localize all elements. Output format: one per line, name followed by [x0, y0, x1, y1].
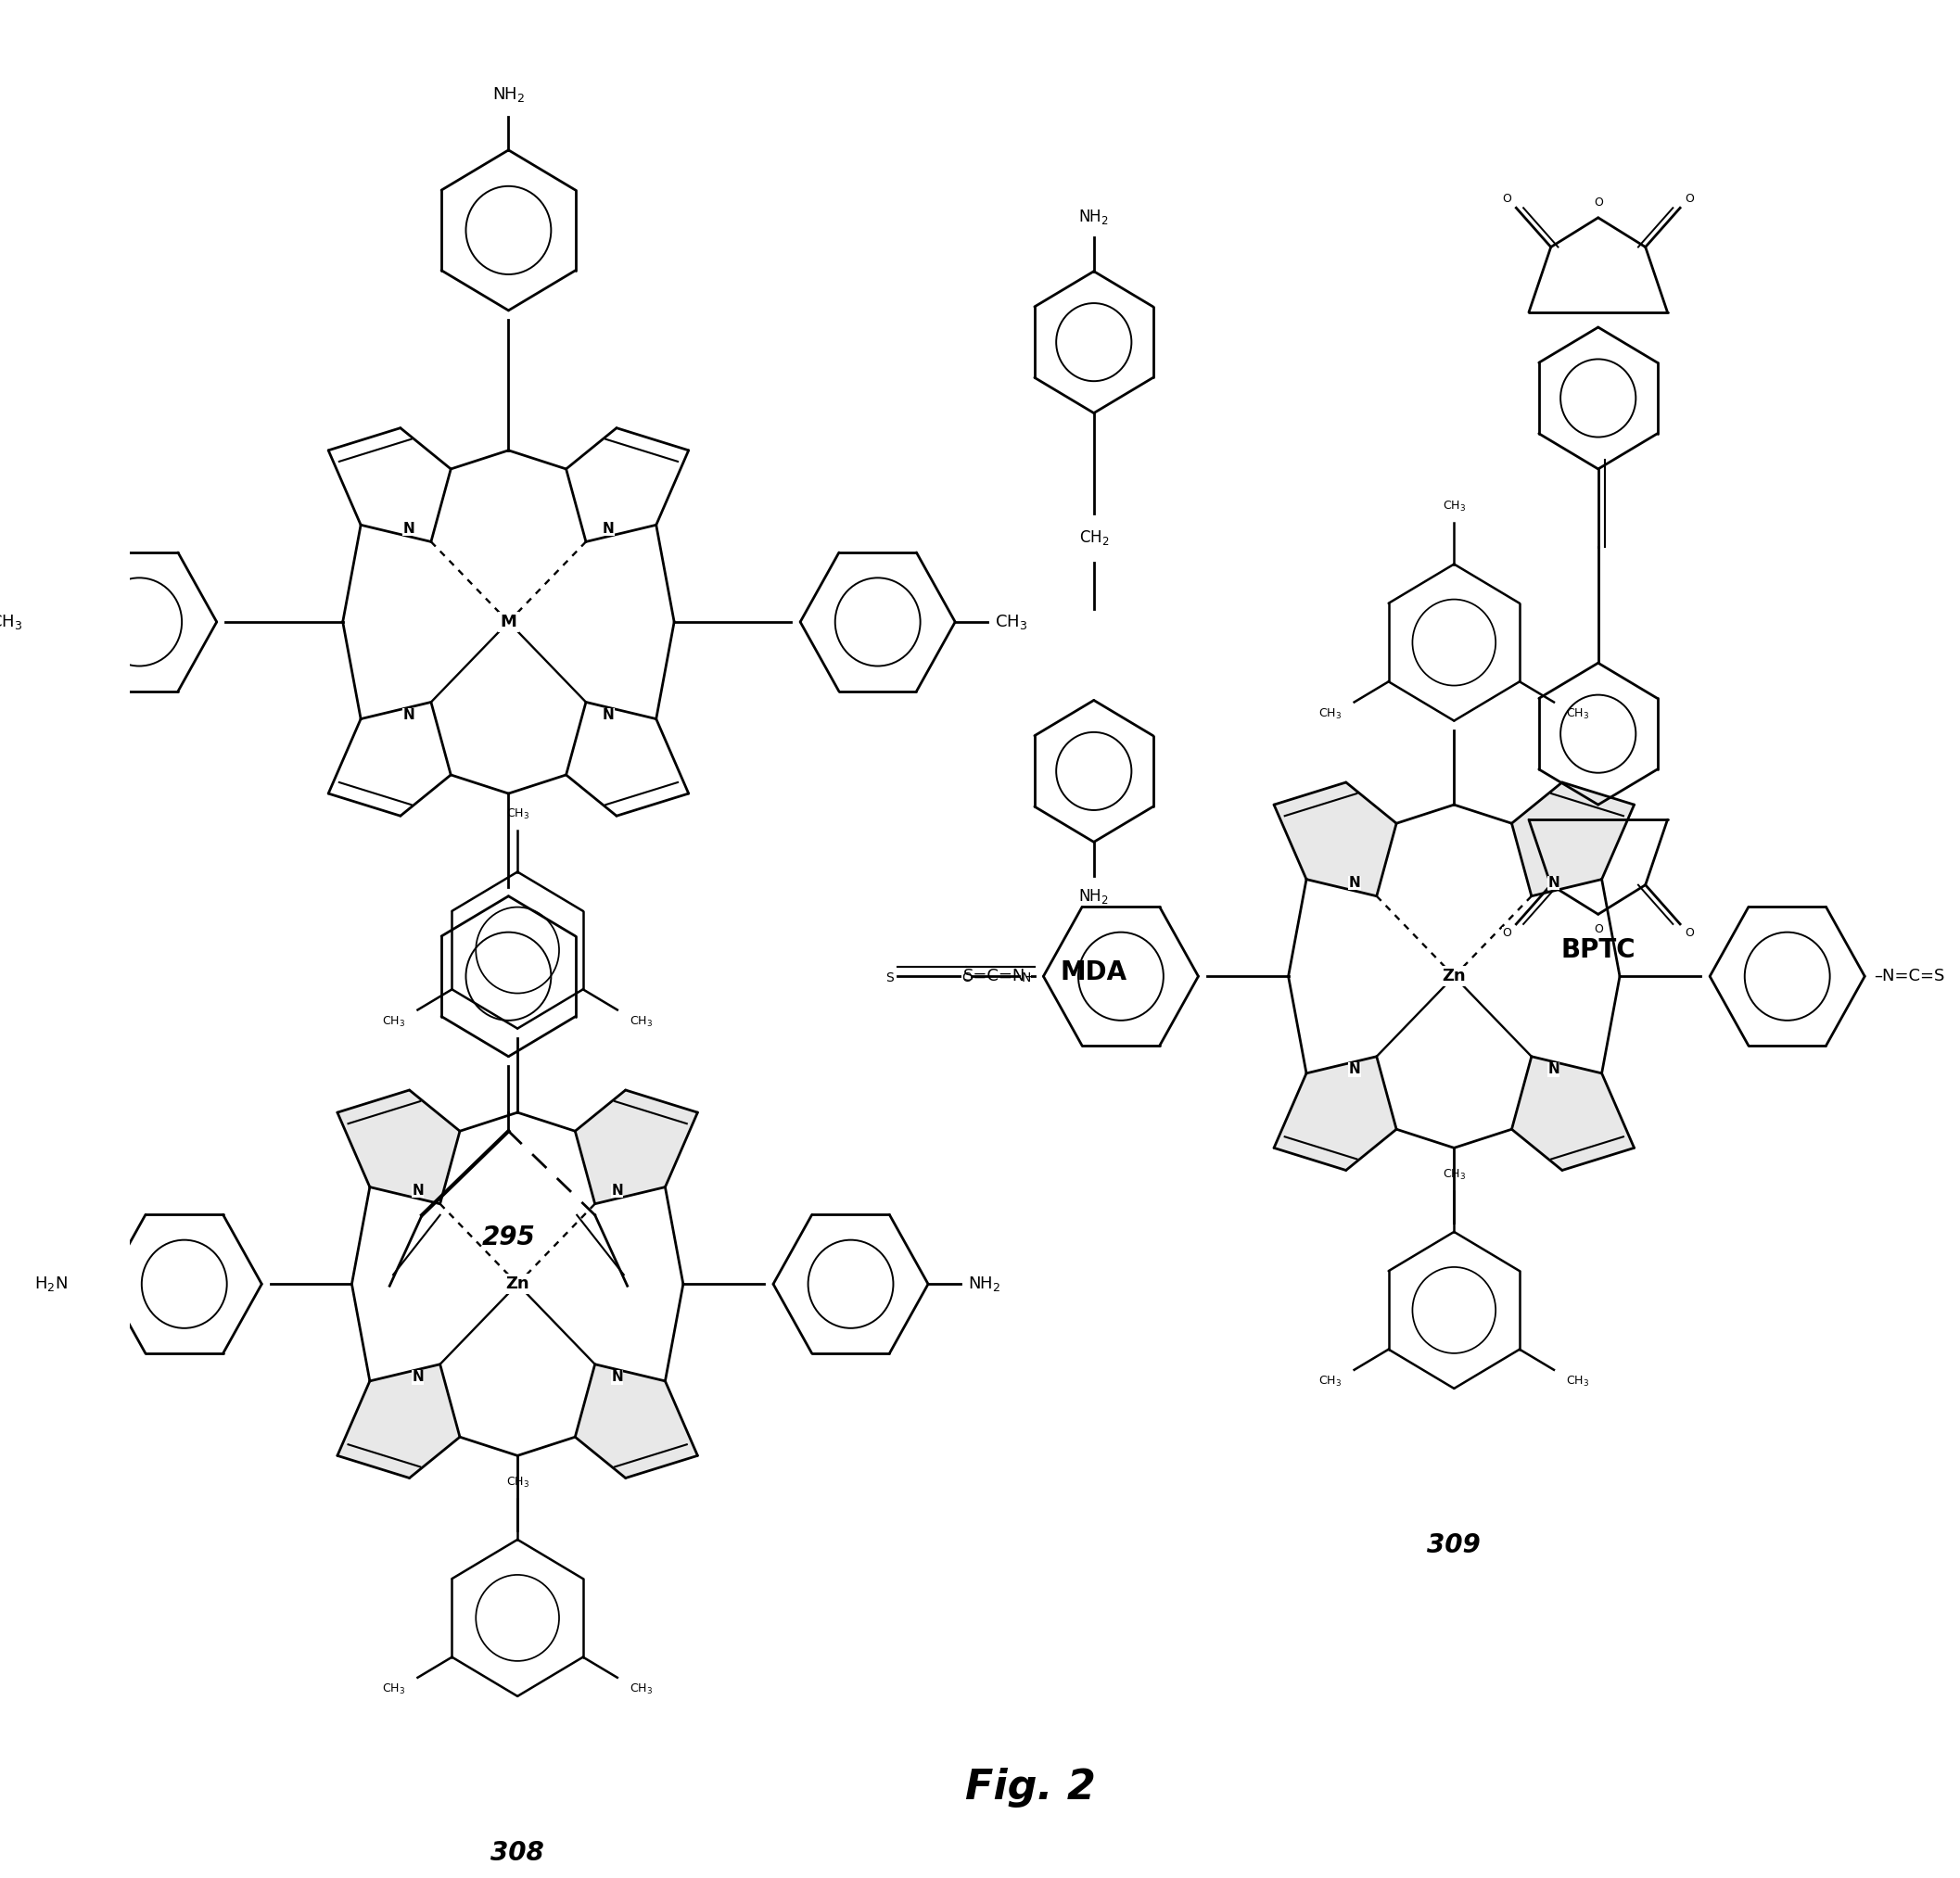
Text: Zn: Zn	[1443, 967, 1466, 984]
Text: N: N	[602, 522, 613, 535]
Text: CH$_3$: CH$_3$	[506, 1476, 529, 1489]
Text: CH$_3$: CH$_3$	[0, 612, 22, 631]
Text: N: N	[412, 1183, 423, 1198]
Text: O: O	[1503, 928, 1511, 939]
Text: NH$_2$: NH$_2$	[968, 1275, 1000, 1294]
Polygon shape	[1274, 783, 1396, 896]
Text: 309: 309	[1427, 1532, 1482, 1559]
Text: CH$_3$: CH$_3$	[1443, 500, 1466, 515]
Text: CH$_3$: CH$_3$	[382, 1683, 406, 1696]
Text: H$_2$N: H$_2$N	[33, 1275, 67, 1294]
Text: N: N	[1548, 1063, 1560, 1076]
Polygon shape	[574, 1089, 698, 1204]
Text: C: C	[962, 971, 970, 984]
Polygon shape	[337, 1089, 461, 1204]
Text: 295: 295	[482, 1224, 535, 1251]
Text: –N=C=S: –N=C=S	[1874, 967, 1944, 984]
Text: Zn: Zn	[506, 1275, 529, 1292]
Text: BPTC: BPTC	[1560, 937, 1635, 963]
Text: CH$_3$: CH$_3$	[629, 1683, 653, 1696]
Polygon shape	[1511, 783, 1635, 896]
Text: O: O	[1593, 197, 1603, 208]
Text: NH$_2$: NH$_2$	[1078, 208, 1109, 227]
Text: CH$_3$: CH$_3$	[1319, 1375, 1343, 1388]
Polygon shape	[1511, 1057, 1635, 1170]
Text: O: O	[1503, 193, 1511, 205]
Text: NH$_2$: NH$_2$	[1078, 886, 1109, 905]
Text: Fig. 2: Fig. 2	[966, 1767, 1096, 1807]
Text: MDA: MDA	[1060, 960, 1127, 986]
Polygon shape	[337, 1363, 461, 1478]
Text: CH$_3$: CH$_3$	[1566, 1375, 1590, 1388]
Text: O: O	[1593, 924, 1603, 935]
Text: 308: 308	[490, 1840, 545, 1867]
Text: N: N	[412, 1371, 423, 1384]
Polygon shape	[1274, 1057, 1396, 1170]
Text: N: N	[612, 1371, 623, 1384]
Text: N: N	[1348, 1063, 1360, 1076]
Text: O: O	[1684, 928, 1693, 939]
Text: NH$_2$: NH$_2$	[492, 85, 525, 103]
Text: N: N	[602, 708, 613, 723]
Text: N: N	[1348, 877, 1360, 890]
Text: CH$_2$: CH$_2$	[1078, 530, 1109, 546]
Text: M: M	[500, 614, 517, 631]
Text: CH$_3$: CH$_3$	[382, 1014, 406, 1029]
Text: CH$_3$: CH$_3$	[1566, 706, 1590, 721]
Text: N: N	[612, 1183, 623, 1198]
Text: S=C=N–: S=C=N–	[964, 967, 1035, 984]
Text: CH$_3$: CH$_3$	[1443, 1168, 1466, 1181]
Polygon shape	[574, 1363, 698, 1478]
Text: N: N	[1548, 877, 1560, 890]
Text: O: O	[1684, 193, 1693, 205]
Text: S: S	[886, 971, 894, 984]
Text: CH$_3$: CH$_3$	[996, 612, 1027, 631]
Text: N: N	[1021, 971, 1031, 984]
Text: N: N	[404, 708, 416, 723]
Text: CH$_3$: CH$_3$	[1319, 706, 1343, 721]
Text: CH$_3$: CH$_3$	[629, 1014, 653, 1029]
Text: N: N	[404, 522, 416, 535]
Text: CH$_3$: CH$_3$	[506, 808, 529, 821]
